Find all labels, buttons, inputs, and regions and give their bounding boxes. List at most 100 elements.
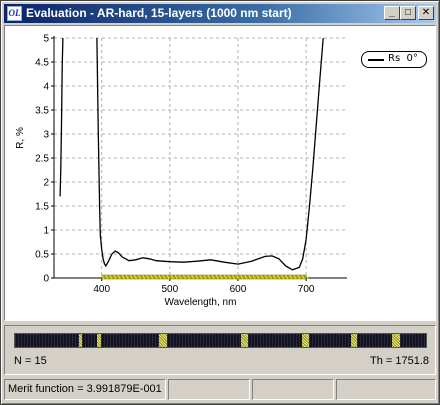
layer-segment[interactable]	[392, 334, 400, 347]
minimize-button[interactable]: _	[384, 6, 400, 20]
y-tick-label: 3	[43, 130, 49, 141]
layer-segment[interactable]	[302, 334, 309, 347]
layer-segment[interactable]	[399, 334, 426, 347]
x-tick-label: 700	[298, 284, 315, 295]
target-marker	[277, 274, 280, 280]
target-marker	[121, 274, 125, 280]
target-marker	[236, 274, 240, 280]
window-title: Evaluation - AR-hard, 15-layers (1000 nm…	[26, 6, 292, 20]
title-bar[interactable]: OL Evaluation - AR-hard, 15-layers (1000…	[4, 4, 436, 23]
app-icon[interactable]: OL	[7, 6, 22, 21]
target-marker	[105, 274, 109, 280]
target-marker	[113, 274, 117, 280]
reflectance-chart[interactable]: 0 0.5 1 1.5 2 2.5 3 3.5 4 4.5 5 400 500 600 700 Wavelen…	[5, 26, 435, 320]
target-marker	[281, 274, 285, 280]
target-marker	[109, 274, 113, 280]
status-bar: Merit function = 3.991879E-001	[4, 379, 436, 400]
target-marker	[174, 274, 178, 280]
total-thickness-label: Th = 1751.8	[369, 355, 429, 367]
target-marker	[199, 274, 203, 280]
target-marker	[162, 274, 166, 280]
target-marker	[170, 274, 174, 280]
target-marker	[101, 274, 105, 280]
layer-segment[interactable]	[82, 334, 97, 347]
series-line	[59, 37, 64, 197]
layer-segment[interactable]	[350, 334, 357, 347]
y-tick-label: 4.5	[35, 58, 49, 69]
target-marker	[223, 274, 227, 280]
y-tick-label: 3.5	[35, 106, 49, 117]
close-button[interactable]: ✕	[418, 6, 434, 20]
x-tick-label: 600	[230, 284, 247, 295]
y-tick-label: 5	[43, 34, 49, 45]
target-marker	[293, 274, 297, 280]
layer-segment[interactable]	[96, 334, 102, 347]
target-marker	[133, 274, 137, 280]
target-marker	[268, 274, 272, 280]
target-marker	[272, 274, 276, 280]
maximize-button[interactable]: □	[400, 6, 416, 20]
target-marker	[158, 274, 162, 280]
y-tick-label: 1.5	[35, 202, 49, 213]
target-marker	[211, 274, 215, 280]
target-marker	[260, 274, 264, 280]
target-marker	[252, 274, 256, 280]
status-cell-2	[168, 379, 250, 400]
layer-segment[interactable]	[356, 334, 393, 347]
legend[interactable]: Rs 0°	[361, 51, 427, 68]
target-marker	[138, 274, 141, 280]
layer-strip[interactable]	[14, 333, 427, 348]
target-marker	[232, 274, 236, 280]
target-marker	[215, 274, 219, 280]
y-tick-label: 2.5	[35, 154, 49, 165]
target-marker	[117, 274, 121, 280]
legend-label: Rs 0°	[388, 53, 418, 64]
layer-segment[interactable]	[79, 334, 83, 347]
target-marker	[125, 274, 129, 280]
target-marker	[207, 274, 211, 280]
layer-segment[interactable]	[159, 334, 167, 347]
y-tick-label: 0	[43, 274, 49, 285]
target-marker	[244, 274, 248, 280]
target-marker	[187, 274, 191, 280]
layer-segment[interactable]	[15, 334, 80, 347]
target-marker	[305, 274, 309, 280]
target-marker	[301, 274, 305, 280]
target-marker	[183, 274, 186, 280]
target-marker	[240, 274, 244, 280]
layer-segment[interactable]	[241, 334, 249, 347]
y-tick-label: 0.5	[35, 250, 49, 261]
layer-count-label: N = 15	[14, 355, 47, 367]
x-tick-label: 400	[93, 284, 110, 295]
y-tick-label: 2	[43, 178, 49, 189]
target-marker	[146, 274, 150, 280]
target-marker	[195, 274, 199, 280]
target-marker	[154, 274, 158, 280]
layer-segment[interactable]	[101, 334, 160, 347]
target-marker	[166, 274, 170, 280]
status-cell-4	[336, 379, 436, 400]
target-marker	[142, 274, 146, 280]
y-tick-label: 1	[43, 226, 49, 237]
target-marker	[297, 274, 301, 280]
status-cell-3	[252, 379, 334, 400]
target-marker	[264, 274, 268, 280]
y-tick-label: 4	[43, 82, 49, 93]
target-marker	[256, 274, 260, 280]
layer-segment[interactable]	[308, 334, 351, 347]
layer-segment[interactable]	[248, 334, 303, 347]
target-marker	[219, 274, 223, 280]
target-marker	[227, 274, 231, 280]
design-strip-panel: N = 15 Th = 1751.8	[4, 325, 436, 375]
x-tick-label: 500	[161, 284, 178, 295]
legend-swatch	[368, 59, 384, 61]
series-line	[96, 37, 324, 271]
layer-segment[interactable]	[166, 334, 242, 347]
target-marker	[178, 274, 182, 280]
target-marker	[129, 274, 133, 280]
merit-function-status: Merit function = 3.991879E-001	[4, 379, 166, 400]
target-marker	[289, 274, 293, 280]
plot-panel[interactable]: 0 0.5 1 1.5 2 2.5 3 3.5 4 4.5 5 400 500 600 700 Wavelen…	[4, 25, 436, 321]
target-marker	[203, 274, 207, 280]
